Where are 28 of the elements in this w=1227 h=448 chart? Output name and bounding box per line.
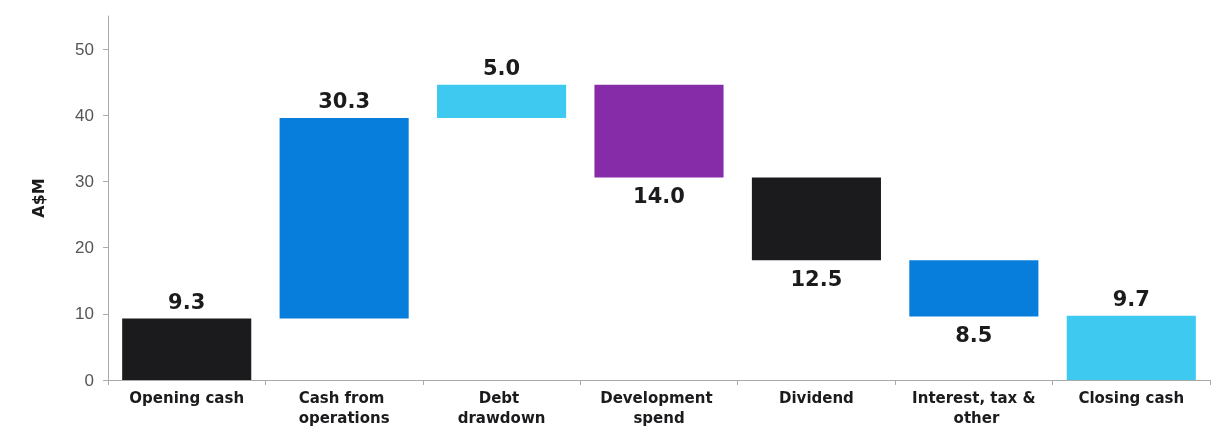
bar [279,117,409,319]
x-tick-label: Opening cash [129,389,245,407]
x-tick-label: Closing cash [1078,389,1185,407]
data-label: 9.7 [1112,287,1150,312]
bar [594,84,724,178]
y-tick-label: 40 [75,105,94,125]
x-tick-label: Interest, tax & other [912,389,1036,427]
bar [751,177,881,261]
x-tick-label: Dividend [779,389,854,407]
bar [437,84,567,118]
bar [122,318,252,380]
x-tick-label: Debt drawdown [457,389,546,427]
y-tick-label: 20 [75,238,94,258]
y-tick-label: 0 [84,370,94,390]
y-tick-label: 30 [75,171,94,191]
data-label: 5.0 [482,56,521,81]
bar [1066,315,1196,380]
x-tick-label: Cash from operations [298,389,390,427]
data-label: 8.5 [955,322,993,347]
data-label: 14.0 [633,183,685,208]
data-label: 9.3 [168,289,206,314]
y-tick-label: 10 [75,304,94,324]
data-label: 12.5 [790,266,843,291]
y-axis-title: A$M [28,178,48,218]
y-tick-label: 50 [75,39,94,59]
data-label: 30.3 [318,89,371,114]
bar [909,260,1039,317]
x-tick-label: Development spend [600,389,718,427]
